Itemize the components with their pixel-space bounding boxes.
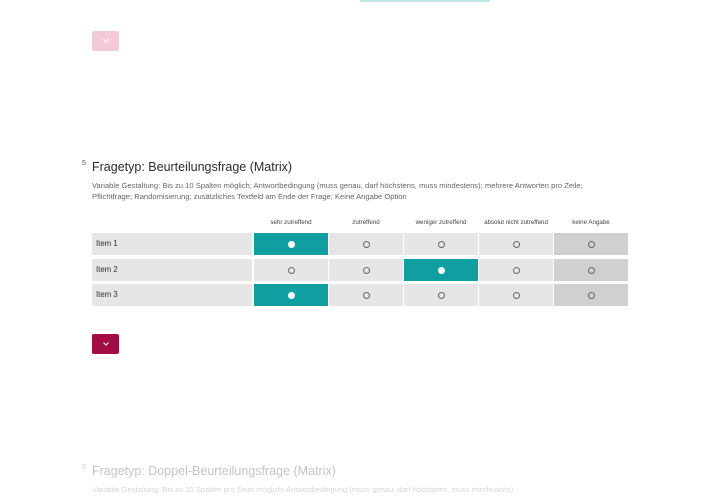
- collapse-toggle-button[interactable]: [92, 334, 119, 354]
- matrix-cell[interactable]: [329, 284, 403, 306]
- question-title: Fragetyp: Beurteilungsfrage (Matrix): [92, 160, 293, 174]
- matrix-cell[interactable]: [254, 233, 328, 255]
- radio-icon[interactable]: [512, 266, 520, 274]
- radio-icon[interactable]: [437, 240, 445, 248]
- matrix-row-label: Item 3: [92, 284, 252, 306]
- column-header: zutreffend: [352, 219, 380, 226]
- matrix-cell[interactable]: [404, 284, 478, 306]
- radio-icon[interactable]: [362, 240, 370, 248]
- matrix-row-label: Item 1: [92, 233, 252, 255]
- column-header: keine Angabe: [572, 219, 610, 226]
- matrix-row: Item 1: [92, 233, 630, 255]
- matrix-cell[interactable]: [404, 233, 478, 255]
- radio-icon[interactable]: [512, 291, 520, 299]
- radio-icon[interactable]: [587, 291, 595, 299]
- radio-icon[interactable]: [512, 240, 520, 248]
- matrix-row-label: Item 2: [92, 259, 252, 281]
- matrix-cell[interactable]: [479, 259, 553, 281]
- matrix-cell[interactable]: [554, 259, 628, 281]
- radio-icon[interactable]: [287, 291, 295, 299]
- matrix-cell[interactable]: [329, 233, 403, 255]
- matrix-cell[interactable]: [254, 259, 328, 281]
- matrix-cell[interactable]: [329, 259, 403, 281]
- radio-icon[interactable]: [287, 266, 295, 274]
- column-header: weniger zutreffend: [415, 219, 467, 226]
- matrix-cell[interactable]: [554, 284, 628, 306]
- radio-icon[interactable]: [437, 291, 445, 299]
- question-description: Variable Gestaltung: Bis zu 10 Spalten m…: [92, 181, 583, 201]
- radio-icon[interactable]: [437, 266, 445, 274]
- chevron-down-icon: [102, 39, 109, 43]
- matrix-row: Item 2: [92, 259, 630, 281]
- matrix-row: Item 3: [92, 284, 630, 306]
- top-accent-bar: [360, 0, 490, 2]
- matrix-cell[interactable]: [254, 284, 328, 306]
- question-title: Fragetyp: Doppel-Beurteilungsfrage (Matr…: [92, 464, 336, 478]
- matrix-cell[interactable]: [479, 233, 553, 255]
- question-description: Variable Gestaltung: Bis zu 10 Spalten p…: [92, 485, 514, 494]
- radio-icon[interactable]: [362, 291, 370, 299]
- radio-icon[interactable]: [362, 266, 370, 274]
- column-header: absolut nicht zutreffend: [484, 219, 548, 226]
- radio-icon[interactable]: [287, 240, 295, 248]
- question-number: 5: [82, 160, 86, 167]
- matrix-cell[interactable]: [479, 284, 553, 306]
- radio-icon[interactable]: [587, 240, 595, 248]
- chevron-down-icon: [102, 342, 109, 346]
- collapse-toggle-button-previous[interactable]: [92, 31, 119, 51]
- radio-icon[interactable]: [587, 266, 595, 274]
- question-number: 6: [82, 464, 86, 471]
- matrix-cell[interactable]: [554, 233, 628, 255]
- column-header: sehr zutreffend: [270, 219, 312, 226]
- matrix-cell[interactable]: [404, 259, 478, 281]
